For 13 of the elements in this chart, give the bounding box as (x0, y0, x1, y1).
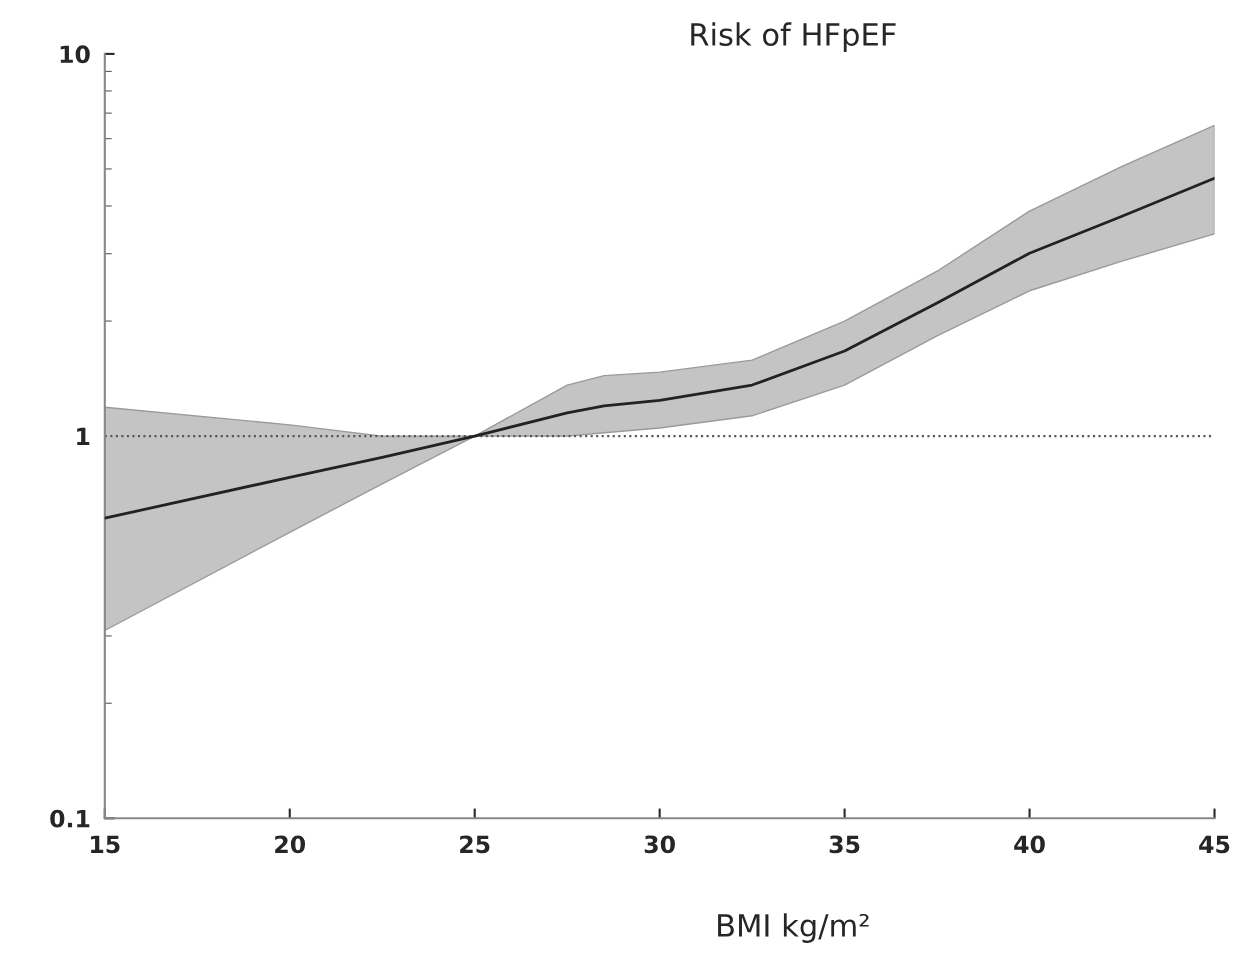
x-tick-label: 15 (91, 835, 120, 854)
chart-title: Risk of HFpEF (691, 22, 896, 52)
x-tick-label: 20 (275, 835, 306, 854)
x-tick-label: 45 (1199, 835, 1230, 854)
line-series (104, 176, 1215, 520)
x-tick-label: 30 (644, 835, 675, 854)
y-tick-label: 0.1 (50, 809, 90, 828)
y-tick-label: 1 (77, 427, 90, 446)
x-axis-title: BMI kg/m² (718, 913, 869, 943)
x-tick-label: 35 (829, 835, 860, 854)
x-tick-label: 40 (1014, 835, 1045, 854)
y-tick-label: 10 (60, 45, 90, 64)
x-tick-label: 25 (460, 835, 490, 854)
